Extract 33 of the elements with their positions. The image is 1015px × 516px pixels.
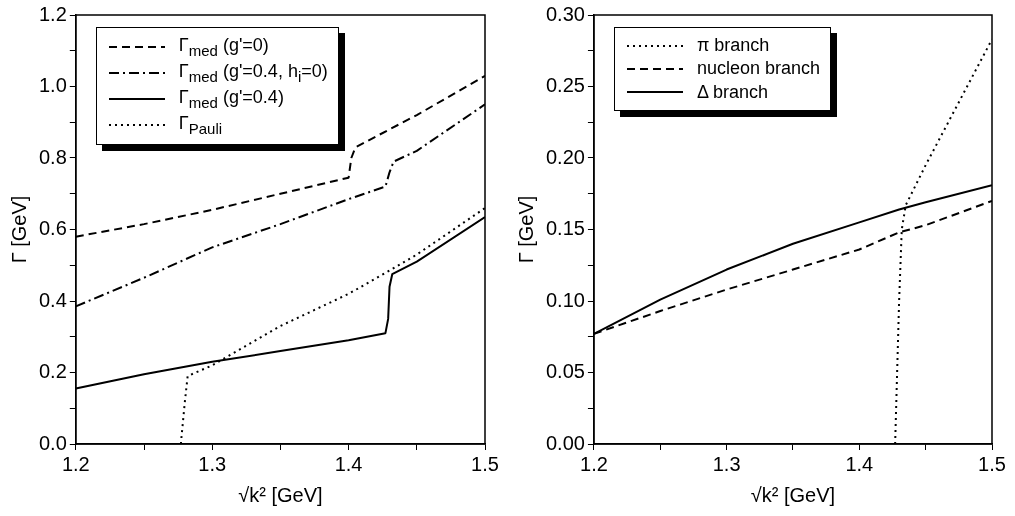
y-tick-label: 0.0 xyxy=(38,431,67,454)
legend-label: Γ$_{med}$ (g'=0.4) xyxy=(178,86,284,113)
y-axis-title: Γ [GeV] xyxy=(7,195,30,264)
legend-label: Γ$_{med}$ (g'=0) xyxy=(178,34,269,61)
y-tick-label: 0.15 xyxy=(545,217,585,240)
y-tick-label: 0.30 xyxy=(545,2,585,25)
y-tick-label: 0.4 xyxy=(38,288,67,311)
x-tick-label: 1.4 xyxy=(334,452,363,475)
x-tick-label: 1.2 xyxy=(61,452,90,475)
x-tick-label: 1.4 xyxy=(845,452,874,475)
x-tick-label: 1.2 xyxy=(580,452,608,475)
x-axis-title: √k² [GeV] xyxy=(750,483,836,506)
legend-label: π branch xyxy=(696,34,770,57)
x-axis-title: √k² [GeV] xyxy=(238,483,323,506)
y-tick-label: 0.8 xyxy=(38,145,67,168)
x-tick-label: 1.3 xyxy=(712,452,741,475)
y-tick-label: 0.25 xyxy=(545,74,585,97)
y-tick-label: 1.0 xyxy=(38,74,67,97)
y-tick-label: 0.6 xyxy=(38,217,67,240)
legend-label: nucleon branch xyxy=(696,57,821,81)
y-tick-label: 0.20 xyxy=(545,145,585,168)
y-axis-title: Γ [GeV] xyxy=(514,195,537,264)
y-tick-label: 0.2 xyxy=(38,360,67,383)
legend-label: Γ$_{med}$ (g'=0.4, h$_{i}$=0) xyxy=(178,60,328,87)
y-tick-label: 0.10 xyxy=(545,288,585,311)
x-tick-label: 1.3 xyxy=(198,452,227,475)
x-tick-label: 1.5 xyxy=(471,452,499,475)
x-tick-label: 1.5 xyxy=(978,452,1006,475)
y-tick-label: 1.2 xyxy=(38,2,67,25)
y-tick-label: 0.00 xyxy=(545,431,585,454)
legend-label: Δ branch xyxy=(696,80,768,104)
y-tick-label: 0.05 xyxy=(545,360,585,383)
legend-label: Γ$_{Pauli}$ xyxy=(178,112,223,139)
